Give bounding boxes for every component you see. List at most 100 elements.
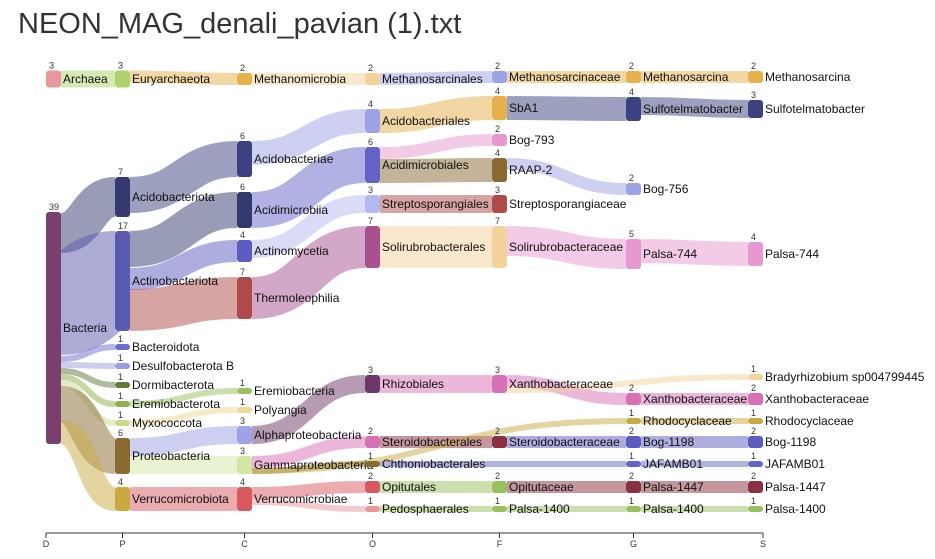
sankey-node[interactable]: 1 Polyangia (237, 397, 307, 417)
node-bar[interactable] (626, 418, 641, 424)
node-bar[interactable] (237, 192, 252, 228)
node-bar[interactable] (748, 481, 763, 493)
node-bar[interactable] (115, 401, 130, 407)
sankey-node[interactable]: 1 Dormibacterota (115, 372, 214, 392)
sankey-node[interactable]: 4 Verrucomicrobiae (237, 477, 348, 511)
sankey-node[interactable]: 6 Acidimicrobiia (237, 182, 328, 228)
node-bar[interactable] (365, 73, 380, 85)
sankey-node[interactable]: 4 Verrucomicrobiota (115, 477, 229, 511)
sankey-node[interactable]: 3 Alphaproteobacteria (237, 416, 362, 444)
sankey-node[interactable]: 1 Palsa-1400 (492, 496, 570, 516)
node-bar[interactable] (365, 375, 380, 393)
node-bar[interactable] (115, 420, 130, 426)
sankey-node[interactable]: 1 Myxococcota (115, 410, 202, 430)
sankey-node[interactable]: 7 Solirubrobacterales (365, 216, 485, 268)
node-bar[interactable] (365, 481, 380, 493)
node-bar[interactable] (237, 73, 252, 85)
sankey-node[interactable]: 6 Proteobacteria (115, 428, 210, 474)
node-bar[interactable] (492, 195, 507, 213)
sankey-node[interactable]: 3 Archaea (46, 61, 108, 88)
sankey-node[interactable]: 2 Bog-1198 (748, 426, 816, 449)
node-bar[interactable] (626, 183, 641, 195)
sankey-node[interactable]: 1 Bacteroidota (115, 334, 200, 354)
sankey-node[interactable]: 1 Pedosphaerales (365, 496, 469, 516)
sankey-node[interactable]: 1 Desulfobacterota B (115, 353, 234, 373)
node-bar[interactable] (626, 239, 641, 269)
node-bar[interactable] (748, 100, 763, 118)
node-bar[interactable] (237, 277, 252, 319)
node-bar[interactable] (115, 438, 130, 474)
sankey-node[interactable]: 2 Steroidobacteraceae (492, 426, 620, 449)
node-bar[interactable] (237, 426, 252, 444)
node-bar[interactable] (237, 240, 252, 262)
sankey-node[interactable]: 17 Actinobacteriota (115, 221, 218, 331)
node-bar[interactable] (626, 506, 641, 512)
sankey-node[interactable]: 2 Xanthobacteraceae (626, 383, 747, 406)
node-bar[interactable] (492, 158, 507, 182)
node-bar[interactable] (46, 70, 61, 88)
sankey-node[interactable]: 1 Eremiobacterota (115, 391, 220, 411)
sankey-node[interactable]: 4 Acidobacteriales (365, 99, 470, 133)
node-bar[interactable] (237, 141, 252, 177)
sankey-node[interactable]: 6 Acidimicrobiales (365, 137, 469, 183)
sankey-node[interactable]: 3 Rhizobiales (365, 365, 444, 393)
sankey-node[interactable]: 7 Thermoleophilia (237, 267, 340, 319)
sankey-node[interactable]: 3 Gammaproteobacteria (237, 446, 374, 474)
node-bar[interactable] (237, 388, 252, 394)
node-bar[interactable] (626, 97, 641, 121)
node-bar[interactable] (748, 418, 763, 424)
node-bar[interactable] (492, 226, 507, 268)
node-bar[interactable] (626, 436, 641, 448)
sankey-node[interactable]: 1 Bradyrhizobium sp004799445 (748, 364, 925, 384)
node-bar[interactable] (115, 70, 130, 88)
node-bar[interactable] (492, 134, 507, 146)
sankey-node[interactable]: 3 Euryarchaeota (115, 61, 210, 88)
sankey-node[interactable]: 4 RAAP-2 (492, 148, 553, 182)
node-bar[interactable] (115, 344, 130, 350)
node-bar[interactable] (365, 195, 380, 213)
node-bar[interactable] (115, 177, 130, 217)
node-bar[interactable] (748, 461, 763, 467)
sankey-node[interactable]: 4 SbA1 (492, 86, 539, 120)
sankey-node[interactable]: 7 Acidobacteriota (115, 167, 215, 217)
sankey-node[interactable]: 3 Streptosporangiales (365, 185, 489, 213)
sankey-node[interactable]: 7 Solirubrobacteraceae (492, 216, 623, 268)
sankey-node[interactable]: 2 Bog-1198 (626, 426, 694, 449)
node-bar[interactable] (492, 481, 507, 493)
node-bar[interactable] (492, 375, 507, 393)
node-bar[interactable] (365, 436, 380, 448)
sankey-node[interactable]: 2 Methanosarcina (626, 61, 729, 84)
sankey-node[interactable]: 1 Palsa-1400 (626, 496, 704, 516)
sankey-node[interactable]: 4 Actinomycetia (237, 230, 329, 262)
sankey-node[interactable]: 2 Xanthobacteraceae (748, 383, 869, 406)
sankey-node[interactable]: 2 Steroidobacterales (365, 426, 482, 449)
sankey-node[interactable]: 2 Palsa-1447 (626, 471, 704, 494)
node-bar[interactable] (115, 487, 130, 511)
node-bar[interactable] (748, 436, 763, 448)
node-bar[interactable] (237, 407, 252, 413)
sankey-node[interactable]: 4 Sulfotelmatobacter (626, 87, 743, 121)
node-bar[interactable] (115, 231, 130, 331)
node-bar[interactable] (492, 96, 507, 120)
node-bar[interactable] (492, 71, 507, 83)
node-bar[interactable] (365, 506, 380, 512)
sankey-node[interactable]: 6 Acidobacteriae (237, 131, 334, 177)
node-bar[interactable] (237, 487, 252, 511)
sankey-node[interactable]: 5 Palsa-744 (626, 229, 697, 269)
node-bar[interactable] (748, 71, 763, 83)
node-bar[interactable] (492, 506, 507, 512)
sankey-node[interactable]: 2 Methanomicrobia (237, 63, 346, 86)
sankey-node[interactable]: 1 Rhodocyclaceae (626, 408, 732, 428)
sankey-node[interactable]: 2 Bog-756 (626, 173, 689, 196)
sankey-node[interactable]: 2 Methanosarcinaceae (492, 61, 621, 84)
sankey-node[interactable]: 2 Opitutales (365, 471, 436, 494)
sankey-node[interactable]: 4 Palsa-744 (748, 232, 819, 266)
sankey-node[interactable]: 2 Opitutaceae (492, 471, 574, 494)
node-bar[interactable] (115, 382, 130, 388)
node-bar[interactable] (365, 147, 380, 183)
node-bar[interactable] (748, 374, 763, 380)
sankey-node[interactable]: 1 Eremiobacteria (237, 378, 335, 398)
node-bar[interactable] (626, 71, 641, 83)
sankey-node[interactable]: 1 JAFAMB01 (626, 451, 703, 471)
sankey-node[interactable]: 1 Chthoniobacterales (365, 451, 485, 471)
